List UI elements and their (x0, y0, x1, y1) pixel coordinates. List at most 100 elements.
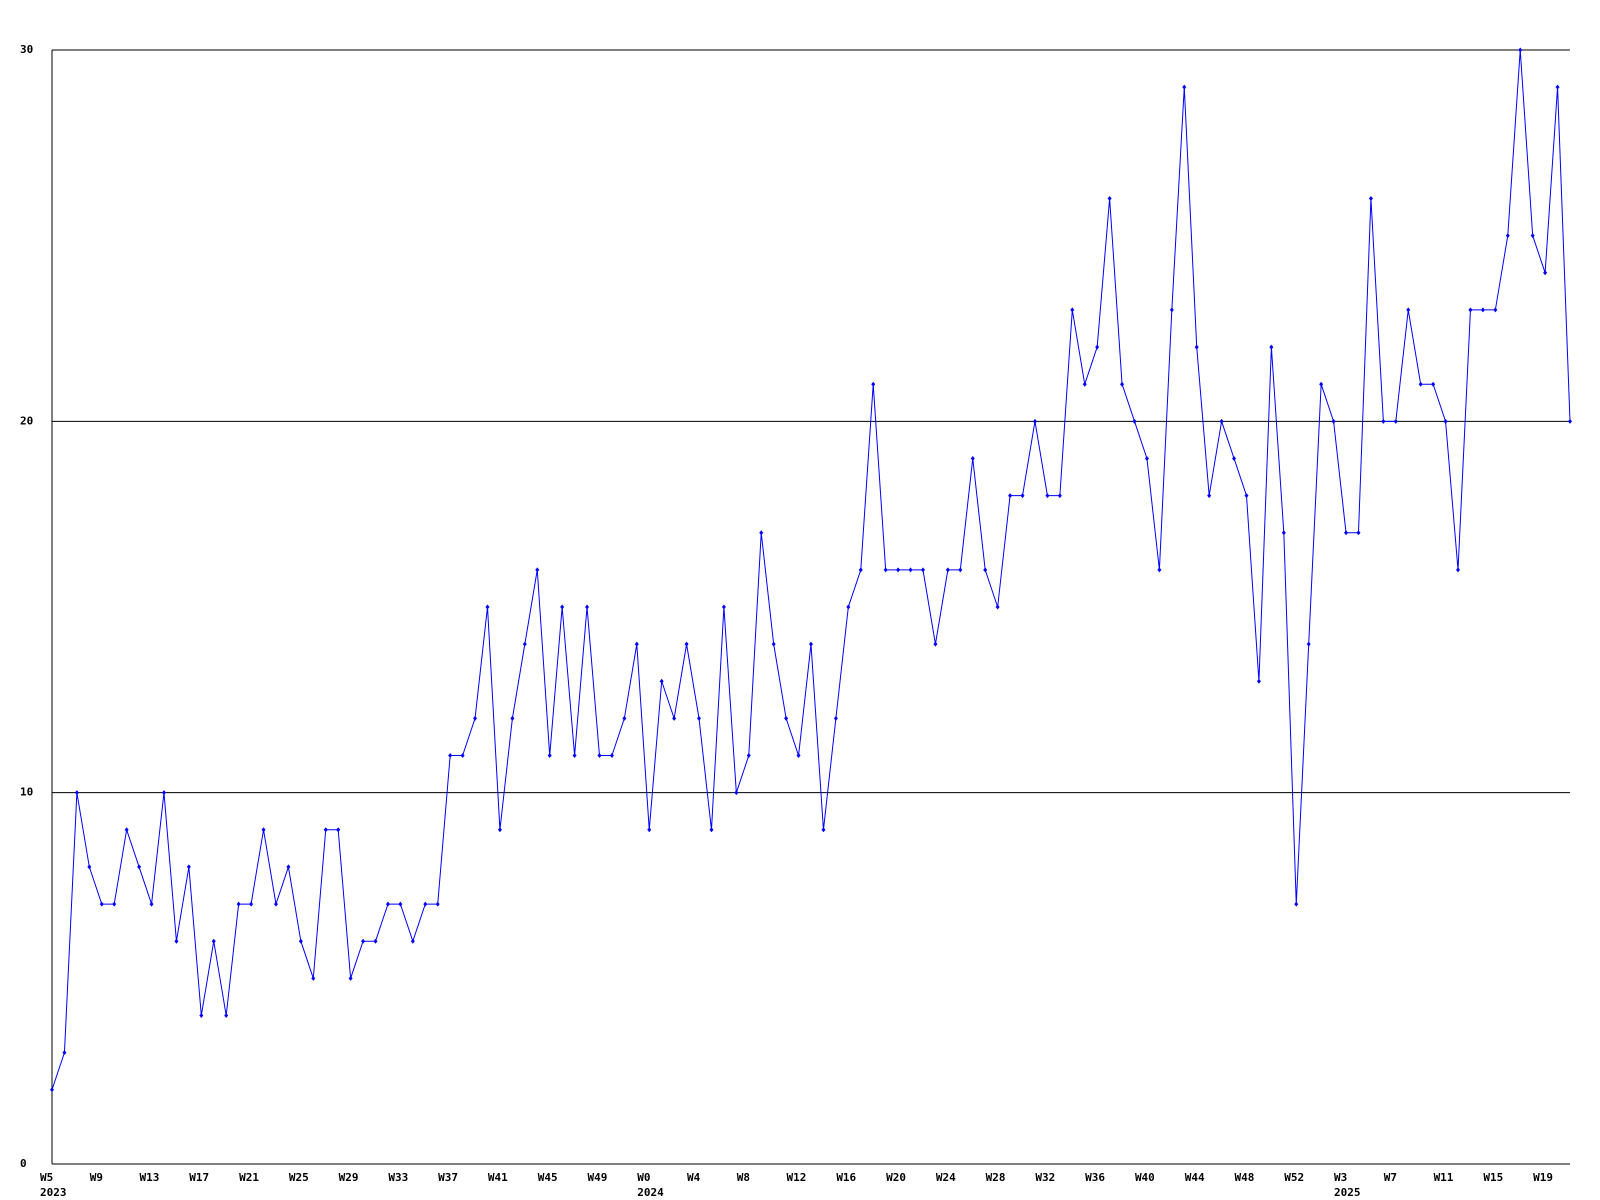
data-point (634, 641, 639, 647)
data-point (821, 827, 826, 833)
data-point (597, 753, 602, 759)
data-point (846, 604, 851, 610)
x-tick-label: W44 (1185, 1171, 1205, 1184)
data-point (273, 901, 278, 907)
data-point (149, 901, 154, 907)
x-tick-label: W37 (438, 1171, 458, 1184)
x-tick-label: W29 (339, 1171, 359, 1184)
data-point (1256, 678, 1261, 684)
data-point (659, 678, 664, 684)
data-point (373, 938, 378, 944)
data-point (199, 1012, 204, 1018)
data-point (261, 827, 266, 833)
year-label: 2025 (1334, 1186, 1361, 1199)
data-point (896, 567, 901, 573)
data-point (448, 753, 453, 759)
x-tick-label: W48 (1234, 1171, 1254, 1184)
y-tick-label: 30 (20, 43, 33, 56)
data-point (1057, 493, 1062, 499)
x-tick-label: W20 (886, 1171, 906, 1184)
data-point (709, 827, 714, 833)
data-point (1431, 381, 1436, 387)
x-tick-label: W21 (239, 1171, 259, 1184)
x-tick-label: W17 (189, 1171, 209, 1184)
data-point (398, 901, 403, 907)
data-point (1393, 418, 1398, 424)
data-point (137, 864, 142, 870)
data-point (224, 1012, 229, 1018)
data-line (51, 49, 1571, 1090)
x-tick-label: W13 (140, 1171, 160, 1184)
year-label: 2024 (637, 1186, 664, 1199)
data-point (1107, 196, 1112, 202)
data-point (1294, 901, 1299, 907)
x-tick-label: W16 (836, 1171, 856, 1184)
x-tick-label: W4 (687, 1171, 701, 1184)
data-point (348, 975, 353, 981)
x-tick-label: W45 (538, 1171, 558, 1184)
data-point (1095, 344, 1100, 350)
data-point (1468, 307, 1473, 313)
data-point (286, 864, 291, 870)
data-point (784, 715, 789, 721)
data-point (485, 604, 490, 610)
data-point (1406, 307, 1411, 313)
data-point (1032, 418, 1037, 424)
data-point (124, 827, 129, 833)
data-point (311, 975, 316, 981)
x-tick-label: W11 (1434, 1171, 1454, 1184)
x-tick-label: W19 (1533, 1171, 1553, 1184)
x-tick-label: W7 (1384, 1171, 1397, 1184)
x-tick-label: W49 (587, 1171, 607, 1184)
x-tick-label: W33 (388, 1171, 408, 1184)
data-point (99, 901, 104, 907)
data-point (249, 901, 254, 907)
data-point (970, 455, 975, 461)
x-tick-label: W0 (637, 1171, 650, 1184)
data-point (112, 901, 117, 907)
data-point (958, 567, 963, 573)
data-point (1219, 418, 1224, 424)
y-tick-label: 20 (20, 414, 33, 427)
data-point (1418, 381, 1423, 387)
data-point (684, 641, 689, 647)
x-tick-label: W28 (986, 1171, 1006, 1184)
data-point (1132, 418, 1137, 424)
x-tick-label: W40 (1135, 1171, 1155, 1184)
data-point (1543, 270, 1548, 276)
data-point (771, 641, 776, 647)
data-point (1331, 418, 1336, 424)
year-label: 2023 (40, 1186, 67, 1199)
data-point (1182, 84, 1187, 90)
data-point (1144, 455, 1149, 461)
data-point (883, 567, 888, 573)
data-point (1368, 196, 1373, 202)
data-point (920, 567, 925, 573)
data-point (1356, 530, 1361, 536)
data-point (1157, 567, 1162, 573)
y-tick-label: 10 (20, 786, 33, 799)
data-point (1505, 233, 1510, 239)
data-point (833, 715, 838, 721)
data-point (87, 864, 92, 870)
x-tick-label: W52 (1284, 1171, 1304, 1184)
data-point (1269, 344, 1274, 350)
data-point (572, 753, 577, 759)
data-point (510, 715, 515, 721)
data-point (323, 827, 328, 833)
data-point (1045, 493, 1050, 499)
data-point (1344, 530, 1349, 536)
data-point (1306, 641, 1311, 647)
x-tick-label: W41 (488, 1171, 508, 1184)
data-point (945, 567, 950, 573)
data-point (535, 567, 540, 573)
data-point (547, 753, 552, 759)
data-point (1319, 381, 1324, 387)
x-tick-label: W36 (1085, 1171, 1105, 1184)
data-point (236, 901, 241, 907)
data-point (522, 641, 527, 647)
data-point (1555, 84, 1560, 90)
data-point (1008, 493, 1013, 499)
data-point (734, 790, 739, 796)
data-point (50, 1087, 54, 1093)
